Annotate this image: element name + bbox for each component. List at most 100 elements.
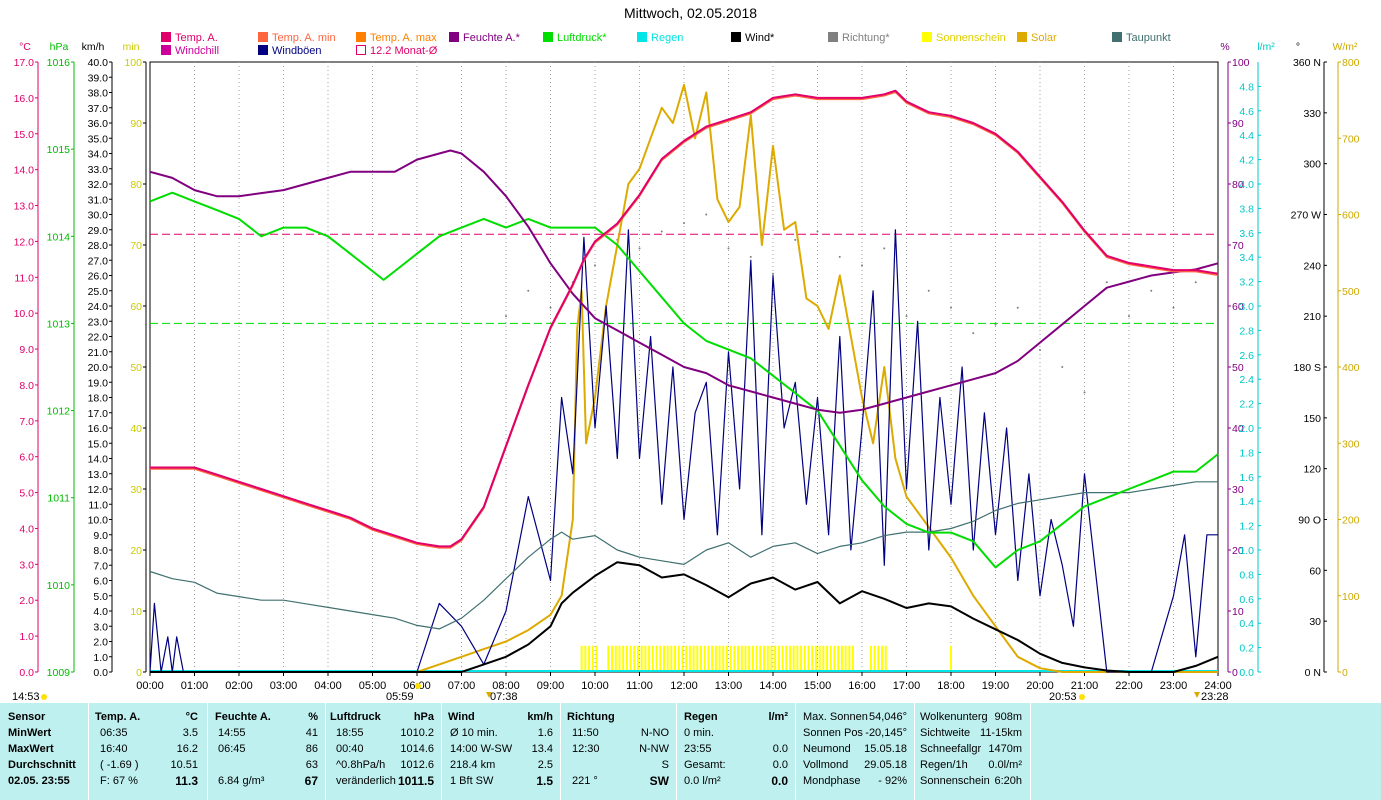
direction-axis-label: 150 xyxy=(1303,413,1321,425)
wind-axis-label: 38.0 xyxy=(88,88,109,100)
rain-header: Regen xyxy=(684,711,718,723)
wind-value: 13.4 xyxy=(531,743,553,755)
sunset-label: 20:53 xyxy=(1049,691,1077,703)
extra-label: Regen/1h xyxy=(920,759,968,771)
direction-point xyxy=(727,247,730,250)
hum-detail: 06:45 xyxy=(218,743,246,755)
wind-axis-label: 21.0 xyxy=(88,347,109,359)
x-tick-label: 21:00 xyxy=(1071,680,1099,692)
x-tick-label: 04:00 xyxy=(314,680,342,692)
legend-swatch xyxy=(543,32,553,42)
axis-unit-label: W/m² xyxy=(1332,41,1358,53)
direction-point xyxy=(1016,306,1019,309)
direction-point xyxy=(772,272,774,275)
press-detail: 00:40 xyxy=(336,743,364,755)
rain-detail: 0 min. xyxy=(684,727,714,739)
wind-axis-label: 3.0 xyxy=(93,621,108,633)
direction-axis-label: 210 xyxy=(1303,311,1321,323)
wind-axis-label: 5.0 xyxy=(93,591,108,603)
humidity-axis-label: 80 xyxy=(1232,179,1244,191)
solar-axis-label: 100 xyxy=(1342,591,1360,603)
x-tick-label: 13:00 xyxy=(715,680,743,692)
wind-axis-label: 9.0 xyxy=(93,530,108,542)
moonset-arrow-icon xyxy=(1194,692,1200,698)
temp-axis-label: 9.0 xyxy=(19,344,34,356)
extra-value: 1470m xyxy=(988,743,1022,755)
row-label: 02.05. 23:55 xyxy=(8,775,70,787)
legend-label: Regen xyxy=(651,32,684,44)
rain-axis-label: 2.8 xyxy=(1239,325,1254,337)
wind-axis-label: 18.0 xyxy=(88,393,109,405)
legend-item: Temp. A. max xyxy=(356,32,437,44)
extra-value: 908m xyxy=(994,711,1022,723)
wind-axis-label: 0.0 xyxy=(93,667,108,679)
rain-axis-label: 3.8 xyxy=(1239,203,1254,215)
legend-item: Wind* xyxy=(731,32,774,44)
rain-value: 0.0 xyxy=(771,774,788,788)
pressure-axis-label: 1015 xyxy=(47,144,71,156)
legend-item: Windböen xyxy=(258,45,322,57)
legend-item: Luftdruck* xyxy=(543,32,607,44)
legend-label: Taupunkt xyxy=(1126,32,1171,44)
series-line-solar xyxy=(150,83,1218,673)
direction-point xyxy=(994,323,997,326)
direction-point xyxy=(816,230,819,233)
wind-axis-label: 15.0 xyxy=(88,438,109,450)
minutes-axis-label: 100 xyxy=(124,57,142,69)
legend-label: 12.2 Monat-Ø xyxy=(370,45,438,57)
solar-axis-label: 500 xyxy=(1342,286,1360,298)
legend-item: Sonnenschein xyxy=(922,32,1006,44)
solar-axis-label: 400 xyxy=(1342,362,1360,374)
wind-axis-label: 1.0 xyxy=(93,652,108,664)
row-label: MinWert xyxy=(8,727,52,739)
humidity-axis-label: 50 xyxy=(1232,362,1244,374)
legend-swatch xyxy=(258,32,268,42)
direction-axis-label: 60 xyxy=(1309,565,1321,577)
astro-label: Max. Sonnen xyxy=(803,711,868,723)
direction-axis-label: 270 W xyxy=(1291,210,1321,222)
extra-label: Schneefallgr xyxy=(920,743,982,755)
footer-separator xyxy=(560,703,561,800)
pressure-axis-label: 1013 xyxy=(47,318,71,330)
direction-point xyxy=(749,255,752,258)
wind-axis-label: 27.0 xyxy=(88,255,109,267)
minutes-axis-label: 60 xyxy=(130,301,142,313)
rain-axis-label: 2.0 xyxy=(1239,423,1254,435)
legend-item: 12.2 Monat-Ø xyxy=(356,45,437,57)
direction-point xyxy=(660,230,663,233)
minutes-axis-label: 70 xyxy=(130,240,142,252)
moonrise-arrow-icon xyxy=(486,692,492,698)
legend-label: Temp. A. max xyxy=(370,32,437,44)
series-line-temp-a xyxy=(150,89,1219,548)
x-tick-label: 20:00 xyxy=(1026,680,1054,692)
direction-point xyxy=(838,255,841,258)
moonset-label: 23:28 xyxy=(1201,691,1229,703)
x-tick-label: 02:00 xyxy=(225,680,253,692)
direction-point xyxy=(1083,391,1086,394)
dir-value: SW xyxy=(649,774,669,788)
minutes-axis-label: 90 xyxy=(130,118,142,130)
rain-axis-label: 1.8 xyxy=(1239,447,1254,459)
direction-point xyxy=(794,238,797,241)
dir-value: N-NW xyxy=(639,743,669,755)
direction-axis-label: 180 S xyxy=(1294,362,1321,374)
legend-swatch xyxy=(356,32,366,42)
astro-label: Vollmond xyxy=(803,759,849,771)
wind-axis-label: 32.0 xyxy=(88,179,109,191)
dir-detail: 12:30 xyxy=(572,743,600,755)
direction-point xyxy=(705,213,708,216)
temp-axis-label: 10.0 xyxy=(14,308,35,320)
legend-swatch xyxy=(1112,32,1122,42)
extra-label: Sonnenschein xyxy=(920,775,990,787)
wind-axis-label: 26.0 xyxy=(88,271,109,283)
footer-separator xyxy=(325,703,326,800)
x-tick-label: 22:00 xyxy=(1115,680,1143,692)
extra-label: Sichtweite xyxy=(920,727,971,739)
x-tick-label: 10:00 xyxy=(581,680,609,692)
rain-axis-label: 2.6 xyxy=(1239,350,1254,362)
wind-axis-label: 33.0 xyxy=(88,164,109,176)
press-value: 1012.6 xyxy=(400,759,434,771)
temp-axis-label: 16.0 xyxy=(14,93,35,105)
rain-value: 0.0 xyxy=(772,743,788,755)
dir-detail: 11:50 xyxy=(572,727,599,739)
